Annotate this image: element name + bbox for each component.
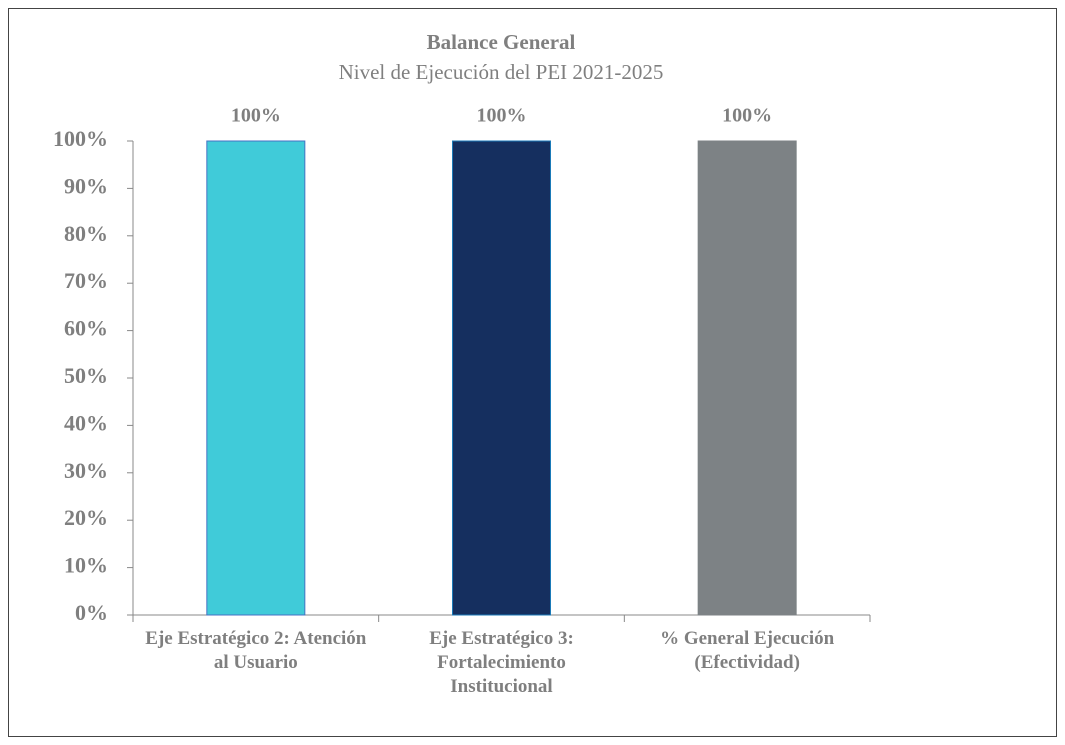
- y-tick-label: 10%: [64, 553, 108, 578]
- y-tick-label: 40%: [64, 410, 108, 435]
- chart-subtitle: Nivel de Ejecución del PEI 2021-2025: [339, 60, 664, 84]
- y-tick-label: 0%: [75, 600, 108, 625]
- value-label: 100%: [477, 105, 527, 127]
- y-tick-label: 20%: [64, 505, 108, 530]
- bar: [206, 140, 306, 616]
- y-tick-label: 100%: [53, 126, 108, 151]
- chart-title: Balance General: [427, 30, 576, 54]
- x-tick-label: % General Ejecución (Efectividad): [660, 628, 835, 673]
- y-tick-label: 60%: [64, 316, 108, 341]
- bar: [697, 140, 797, 616]
- x-tick-label: Eje Estratégico 2: Atención al Usuario: [145, 628, 367, 673]
- value-label: 100%: [722, 105, 772, 127]
- y-tick-label: 80%: [64, 221, 108, 246]
- y-tick-label: 50%: [64, 363, 108, 388]
- x-tick-label: Eje Estratégico 3: Fortalecimiento Insti…: [429, 628, 574, 697]
- bar: [452, 140, 551, 616]
- y-tick-label: 70%: [64, 268, 108, 293]
- value-label: 100%: [231, 105, 281, 127]
- y-tick-label: 30%: [64, 458, 108, 483]
- y-tick-label: 90%: [64, 173, 108, 198]
